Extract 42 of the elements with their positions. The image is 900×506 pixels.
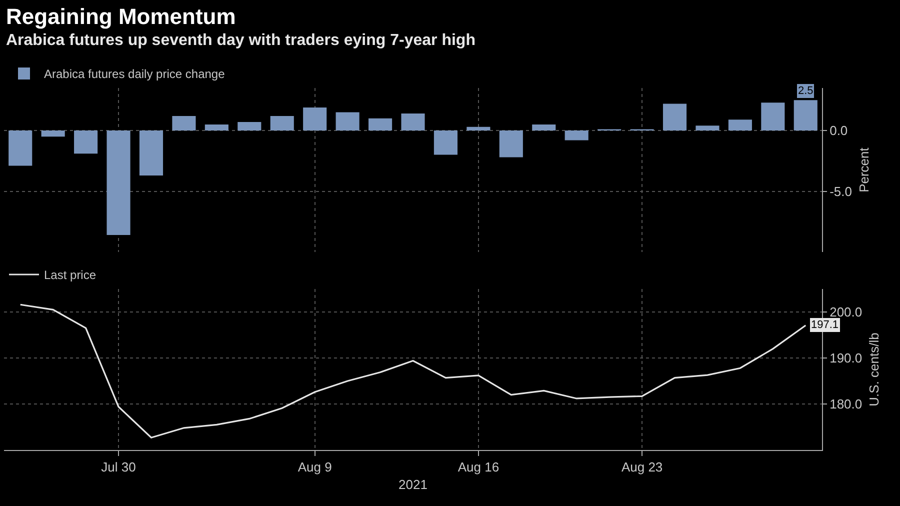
x-tick-label: Aug 23 [621,460,663,475]
bar [761,102,785,131]
bar [532,124,556,131]
bar [74,130,98,154]
y-tick-label: 190.0 [830,350,862,366]
y-tick-label: -5.0 [830,184,852,199]
bar [41,130,65,137]
bar [204,124,228,131]
bar [499,130,523,158]
bar [106,130,130,235]
y-axis-title: U.S. cents/lb [866,332,882,406]
line-series [20,304,806,438]
bar [368,118,392,131]
bar [8,130,32,166]
data-label: 2.5 [798,85,814,97]
bar [728,120,752,131]
bar [401,114,425,131]
bar [794,100,818,131]
chart-subtitle: Arabica futures up seventh day with traders eying 7-year high [6,32,476,50]
y-tick-label: 180.0 [830,396,862,412]
x-axis-title: 2021 [398,477,428,492]
y-tick-label: 0.0 [830,123,848,138]
x-tick-label: Jul 30 [101,460,136,475]
legend-label: Arabica futures daily price change [44,67,226,82]
y-axis-title: Percent [856,147,872,192]
chart-title: Regaining Momentum [6,4,237,30]
bar [466,126,490,131]
bar [270,116,294,131]
x-tick-label: Aug 9 [298,460,332,475]
y-tick-label: 200.0 [830,304,862,320]
bar [303,107,327,131]
bar [434,130,458,155]
bar [238,122,262,131]
bar [564,130,588,140]
bar [336,112,360,131]
bar [662,104,687,131]
bar [172,116,196,131]
data-label: 197.1 [811,319,839,331]
bar [696,126,720,131]
legend-label: Last price [44,268,96,282]
bar [139,130,164,176]
x-tick-label: Aug 16 [458,460,500,475]
